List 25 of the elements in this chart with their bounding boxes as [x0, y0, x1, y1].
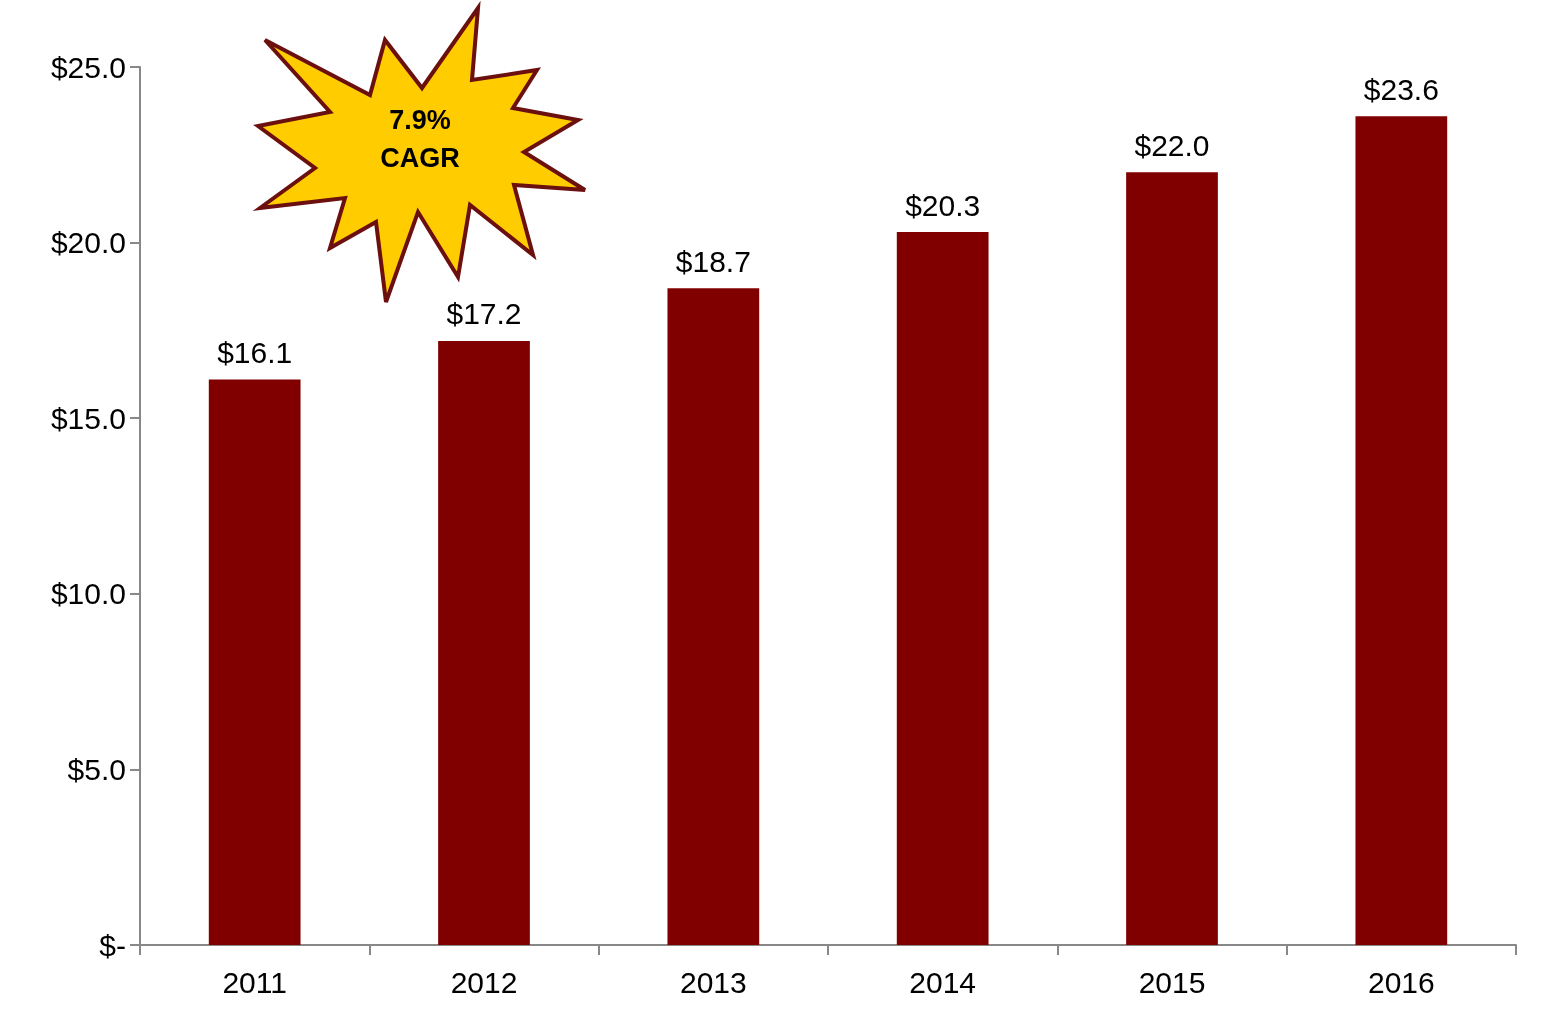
x-tick-label: 2013: [679, 965, 747, 999]
bar: [1355, 116, 1448, 945]
x-tick-label: 2012: [450, 965, 518, 999]
x-tick-label: 2014: [909, 965, 977, 999]
y-tick-label: $15.0: [50, 401, 126, 435]
bar: [667, 288, 760, 945]
data-label: $18.7: [675, 244, 751, 278]
bar: [438, 340, 530, 945]
data-label: $22.0: [1134, 128, 1210, 162]
data-label: $17.2: [446, 297, 522, 331]
data-label: $16.1: [217, 336, 293, 370]
y-tick-label: $-: [99, 928, 126, 962]
y-tick-label: $10.0: [50, 577, 126, 611]
annotation: 7.9% CAGR: [380, 105, 460, 173]
data-label: $23.6: [1363, 72, 1439, 106]
x-tick-label: 2015: [1138, 965, 1206, 999]
bar: [208, 379, 301, 945]
bar: [896, 232, 989, 945]
data-label: $20.3: [905, 188, 981, 222]
bar: [1126, 172, 1218, 945]
y-tick-label: $5.0: [67, 752, 126, 786]
y-tick-label: $20.0: [50, 226, 126, 260]
x-tick-label: 2016: [1367, 965, 1435, 999]
x-tick-label: 2011: [222, 965, 287, 999]
y-tick-label: $25.0: [50, 50, 126, 84]
